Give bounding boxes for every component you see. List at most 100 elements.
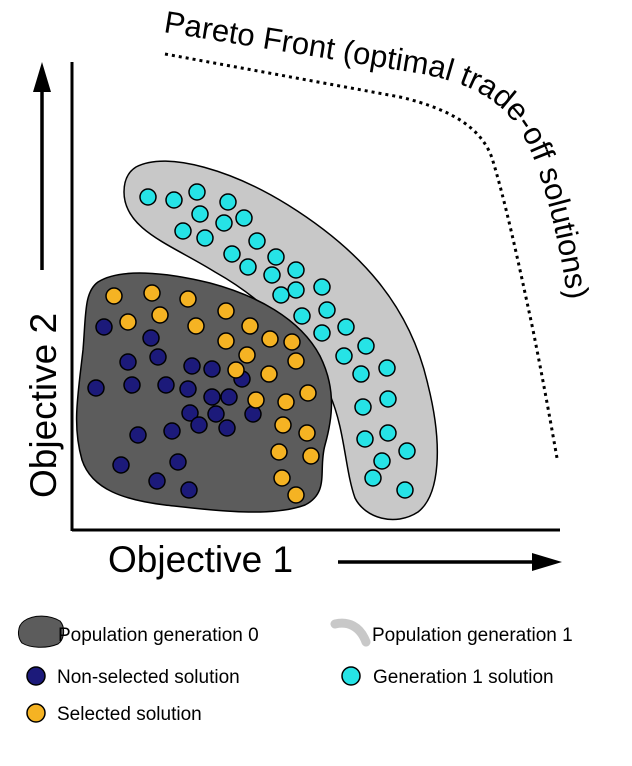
generation-1-solution-dot [219, 193, 237, 211]
legend-generation-0-label: Population generation 0 [58, 625, 259, 646]
non-selected-solution-dot [119, 353, 137, 371]
generation-1-solution-dot [398, 442, 416, 460]
legend-generation-1-swatch [330, 618, 371, 647]
non-selected-solution-dot [149, 348, 167, 366]
generation-1-solution-dot [379, 390, 397, 408]
selected-solution-dot [287, 486, 305, 504]
y-axis-label: Objective 2 [23, 313, 64, 498]
selected-solution-dot [119, 313, 137, 331]
selected-solution-dot [105, 287, 123, 305]
selected-solution-dot [241, 317, 259, 335]
non-selected-solution-dot [244, 405, 262, 423]
non-selected-solution-dot [87, 379, 105, 397]
generation-1-solution-dot [191, 205, 209, 223]
solution-dots [87, 183, 416, 504]
selected-solution-dot [274, 416, 292, 434]
generation-1-solution-dot [235, 209, 253, 227]
selected-solution-dot [302, 447, 320, 465]
selected-solution-dot [143, 284, 161, 302]
legend-generation-1-solution-label: Generation 1 solution [373, 667, 554, 688]
generation-1-solution-dot [379, 424, 397, 442]
selected-solution-dot [261, 330, 279, 348]
selected-solution-dot [273, 469, 291, 487]
selected-solution-dot [227, 361, 245, 379]
non-selected-solution-dot [203, 388, 221, 406]
legend-selected-label: Selected solution [57, 704, 202, 725]
non-selected-solution-dot [179, 380, 197, 398]
non-selected-solution-dot [142, 329, 160, 347]
generation-1-solution-dot [165, 191, 183, 209]
selected-solution-dot [238, 346, 256, 364]
non-selected-solution-dot [157, 376, 175, 394]
generation-1-solution-dot [354, 398, 372, 416]
selected-solution-dot [277, 393, 295, 411]
legend-non-selected-dot [26, 666, 46, 686]
selected-solution-dot [287, 352, 305, 370]
generation-1-solution-dot [318, 301, 336, 319]
selected-solution-dot [260, 365, 278, 383]
x-axis-label: Objective 1 [108, 539, 293, 580]
legend: Population generation 0 Population gener… [18, 615, 573, 725]
generation-1-solution-dot [356, 430, 374, 448]
non-selected-solution-dot [148, 472, 166, 490]
generation-1-solution-dot [272, 286, 290, 304]
generation-1-solution-dot [248, 232, 266, 250]
generation-1-solution-dot [223, 245, 241, 263]
generation-1-solution-dot [378, 359, 396, 377]
generation-1-solution-dot [239, 258, 257, 276]
selected-solution-dot [283, 333, 301, 351]
selected-solution-dot [217, 302, 235, 320]
generation-1-solution-dot [357, 337, 375, 355]
generation-1-solution-dot [188, 183, 206, 201]
non-selected-solution-dot [163, 422, 181, 440]
non-selected-solution-dot [181, 404, 199, 422]
generation-1-solution-dot [263, 266, 281, 284]
generation-1-solution-dot [267, 248, 285, 266]
selected-solution-dot [299, 384, 317, 402]
legend-generation-0-swatch [18, 615, 65, 648]
pareto-front-curve [164, 52, 559, 459]
legend-generation-1-label: Population generation 1 [372, 625, 573, 646]
legend-non-selected-label: Non-selected solution [57, 667, 240, 688]
generation-1-solution-dot [196, 229, 214, 247]
generation-1-solution-dot [352, 365, 370, 383]
selected-solution-dot [247, 391, 265, 409]
generation-1-solution-dot [215, 214, 233, 232]
non-selected-solution-dot [183, 357, 201, 375]
generation-1-region [123, 160, 439, 521]
non-selected-solution-dot [207, 405, 225, 423]
legend-selected-dot [26, 703, 46, 723]
generation-1-solution-dot [364, 469, 382, 487]
generation-1-solution-dot [335, 347, 353, 365]
non-selected-solution-dot [129, 426, 147, 444]
selected-solution-dot [187, 317, 205, 335]
non-selected-solution-dot [190, 416, 208, 434]
selected-solution-dot [298, 424, 316, 442]
selected-solution-dot [179, 290, 197, 308]
generation-1-solution-dot [174, 222, 192, 240]
non-selected-solution-dot [112, 456, 130, 474]
non-selected-solution-dot [95, 318, 113, 336]
non-selected-solution-dot [218, 419, 236, 437]
non-selected-solution-dot [169, 453, 187, 471]
non-selected-solution-dot [220, 388, 238, 406]
generation-1-solution-dot [313, 324, 331, 342]
generation-1-solution-dot [139, 188, 157, 206]
generation-1-solution-dot [396, 481, 414, 499]
x-arrow-head-icon [532, 553, 562, 571]
generation-1-solution-dot [287, 261, 305, 279]
selected-solution-dot [217, 332, 235, 350]
selected-solution-dot [151, 306, 169, 324]
non-selected-solution-dot [180, 481, 198, 499]
generation-1-solution-dot [287, 281, 305, 299]
generation-1-solution-dot [337, 318, 355, 336]
generation-1-solution-dot [293, 307, 311, 325]
selected-solution-dot [270, 443, 288, 461]
non-selected-solution-dot [203, 360, 221, 378]
legend-generation-1-dot [341, 666, 361, 686]
non-selected-solution-dot [123, 376, 141, 394]
y-arrow-head-icon [33, 62, 51, 92]
generation-1-solution-dot [313, 278, 331, 296]
generation-1-solution-dot [373, 452, 391, 470]
